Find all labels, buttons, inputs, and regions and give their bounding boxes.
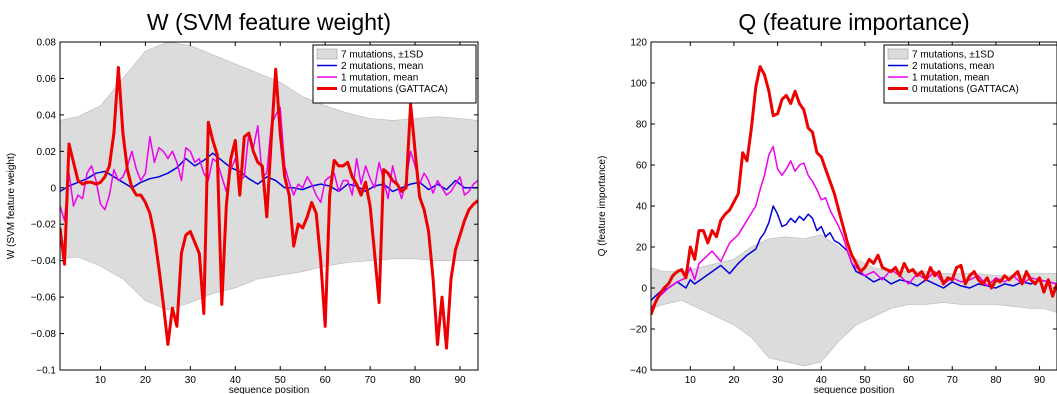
x-tick-label: 90 — [454, 375, 466, 386]
chart-w-svm-feature-weight: 10 20 30 40 50 60 70 80 90 −0.1 −0.08 −0.06 −0.04 −0.… — [6, 9, 479, 394]
y-tick-label: −40 — [630, 366, 647, 377]
x-tick-label: 20 — [728, 375, 740, 386]
y-tick-label: −0.08 — [31, 329, 57, 340]
series-line-1 — [651, 145, 1057, 309]
series-line-2 — [60, 66, 478, 350]
x-tick-label: 40 — [230, 375, 242, 386]
y-tick-label: −0.02 — [31, 220, 57, 231]
x-tick-label: 10 — [95, 375, 107, 386]
legend-label-series-0: 2 mutations, mean — [912, 61, 994, 72]
y-tick-label: 20 — [636, 243, 648, 254]
series-line-2 — [651, 65, 1057, 316]
x-tick-label: 10 — [685, 375, 697, 386]
x-tick-label: 80 — [990, 375, 1002, 386]
y-tick-label: −20 — [630, 325, 647, 336]
x-tick-label: 60 — [320, 375, 332, 386]
sd-band — [651, 234, 1057, 367]
y-axis-label: W (SVM feature weight) — [6, 153, 17, 259]
x-tick-label: 70 — [365, 375, 377, 386]
plot-area — [60, 42, 478, 350]
x-tick-label: 90 — [1034, 375, 1046, 386]
chart-q-feature-importance: 10 20 30 40 50 60 70 80 90 −40 −20 0 20 40 60 80 100 120 Q… — [597, 9, 1057, 394]
legend-label-series-1: 1 mutation, mean — [341, 73, 418, 84]
x-axis-label: sequence position — [814, 385, 895, 394]
legend-label-band: 7 mutations, ±1SD — [341, 50, 423, 61]
x-tick-label: 60 — [903, 375, 915, 386]
series-line-0 — [651, 205, 1057, 301]
y-tick-label: −0.04 — [31, 256, 57, 267]
y-tick-label: −0.06 — [31, 293, 57, 304]
legend-swatch-band — [316, 48, 338, 60]
y-tick-label: 0.08 — [37, 38, 57, 49]
x-tick-label: 40 — [816, 375, 828, 386]
legend-label-band: 7 mutations, ±1SD — [912, 50, 994, 61]
legend-label-series-2: 0 mutations (GATTACA) — [341, 84, 448, 95]
x-tick-label: 50 — [275, 375, 287, 386]
y-tick-label: −0.1 — [36, 366, 56, 377]
legend-label-series-2: 0 mutations (GATTACA) — [912, 84, 1019, 95]
x-tick-label: 80 — [410, 375, 422, 386]
x-tick-label: 20 — [140, 375, 152, 386]
x-tick-label: 70 — [947, 375, 959, 386]
axes-frame — [59, 41, 479, 371]
y-tick-label: 0.02 — [37, 147, 57, 158]
legend-box — [312, 44, 477, 104]
x-tick-label: 30 — [185, 375, 197, 386]
chart-title: W (SVM feature weight) — [147, 9, 391, 35]
y-axis-label: Q (feature importance) — [597, 156, 608, 257]
x-tick-label: 50 — [859, 375, 871, 386]
y-tick-label: 0.04 — [37, 110, 57, 121]
legend-swatch-band — [887, 48, 909, 60]
y-tick-label: 80 — [636, 120, 648, 131]
y-tick-label: 0.06 — [37, 74, 57, 85]
y-tick-label: 0 — [641, 284, 647, 295]
y-tick-label: 40 — [636, 202, 648, 213]
y-tick-label: 120 — [630, 38, 647, 49]
x-tick-label: 30 — [772, 375, 784, 386]
legend-label-series-0: 2 mutations, mean — [341, 61, 423, 72]
chart-title: Q (feature importance) — [738, 9, 969, 35]
y-tick-label: 0 — [50, 183, 56, 194]
y-tick-label: 100 — [630, 79, 647, 90]
x-axis-label: sequence position — [229, 385, 310, 394]
legend-label-series-1: 1 mutation, mean — [912, 73, 989, 84]
y-tick-label: 60 — [636, 161, 648, 172]
plot-area — [651, 65, 1057, 367]
legend-box — [883, 44, 1057, 104]
